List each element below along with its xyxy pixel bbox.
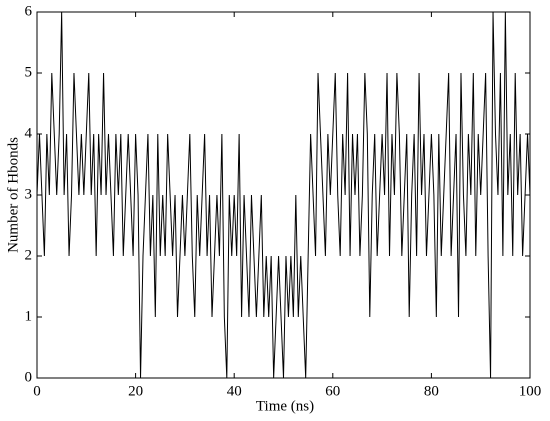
x-tick-label: 20 bbox=[128, 383, 143, 399]
x-axis-label: Time (ns) bbox=[256, 398, 314, 414]
y-tick-label: 6 bbox=[25, 3, 33, 19]
y-tick-label: 3 bbox=[25, 186, 33, 202]
y-axis-label: Number of Hbonds bbox=[5, 137, 21, 253]
x-tick-label: 40 bbox=[227, 383, 242, 399]
y-tick-label: 4 bbox=[25, 125, 33, 141]
data-line bbox=[36, 11, 531, 379]
y-tick-label: 1 bbox=[25, 308, 33, 324]
y-tick-label: 0 bbox=[25, 369, 33, 385]
y-tick-label: 5 bbox=[25, 64, 33, 80]
x-tick-label: 100 bbox=[519, 383, 542, 399]
x-tick-label: 60 bbox=[325, 383, 340, 399]
x-tick-label: 0 bbox=[33, 383, 41, 399]
x-tick-label: 80 bbox=[424, 383, 439, 399]
y-tick-label: 2 bbox=[25, 247, 33, 263]
